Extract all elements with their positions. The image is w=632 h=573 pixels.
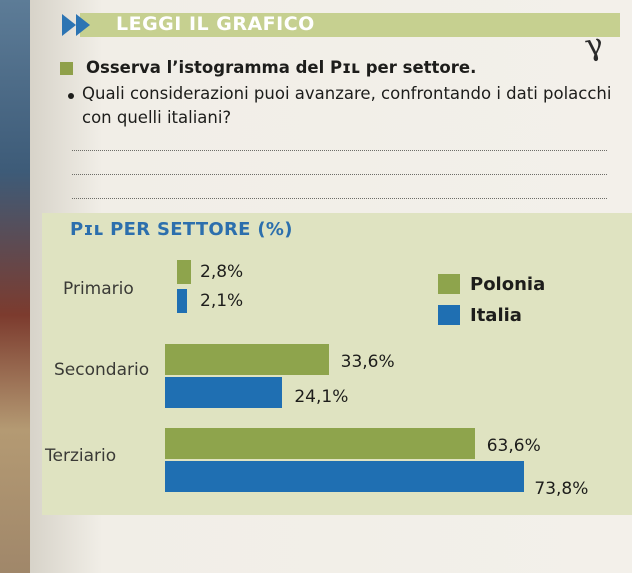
legend-swatch-polonia — [438, 274, 460, 294]
answer-line — [72, 150, 607, 151]
section-title: LEGGI IL GRAFICO — [116, 13, 315, 35]
section-header: LEGGI IL GRAFICO — [40, 8, 620, 40]
category-label-terziario: Terziario — [45, 446, 117, 466]
category-label-secondario: Secondario — [54, 360, 150, 380]
legend-label-italia: Italia — [470, 305, 522, 326]
data-label-polonia-primario: 2,8% — [200, 262, 244, 282]
instruction-text: Osserva l’istogramma del Pɪʟ per settore… — [86, 58, 477, 77]
legend-swatch-italia — [438, 305, 460, 325]
answer-line — [72, 174, 607, 175]
bullet-icon — [68, 93, 74, 99]
data-label-italia-terziario: 73,8% — [534, 479, 589, 499]
chevron-right-icon — [76, 14, 90, 36]
question-text: Quali considerazioni puoi avanzare, conf… — [82, 84, 612, 127]
header-bar — [80, 13, 620, 37]
square-bullet-icon — [60, 62, 73, 75]
data-label-italia-primario: 2,1% — [200, 291, 244, 311]
chart-title: Pɪʟ PER SETTORE (%) — [70, 219, 293, 240]
bar-italia-terziario — [165, 461, 525, 492]
bar-polonia-secondario — [165, 344, 329, 375]
chevron-right-icon — [62, 14, 76, 36]
bar-polonia-primario — [177, 260, 191, 284]
bar-polonia-terziario — [165, 428, 475, 459]
data-label-polonia-secondario: 33,6% — [340, 352, 395, 372]
legend-label-polonia: Polonia — [470, 274, 546, 295]
data-label-italia-secondario: 24,1% — [294, 387, 349, 407]
bar-italia-primario — [177, 289, 188, 313]
category-label-primario: Primario — [63, 279, 134, 299]
data-label-polonia-terziario: 63,6% — [486, 436, 541, 456]
book-cover-edge — [0, 0, 30, 573]
answer-line — [72, 198, 607, 199]
bar-italia-secondario — [165, 377, 283, 408]
